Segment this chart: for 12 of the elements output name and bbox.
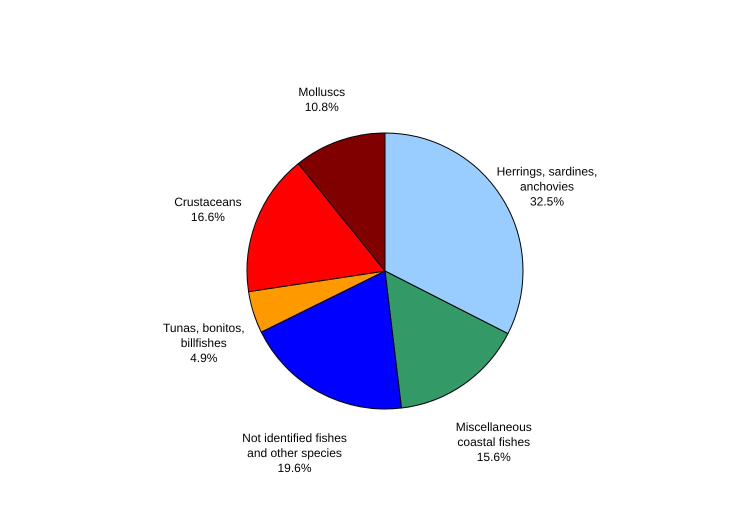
data-label: 32.5% — [530, 194, 564, 209]
data-label: 10.8% — [304, 100, 340, 114]
slice-label: Molluscs — [298, 84, 346, 99]
slice-label: Herrings, sardines, anchovies — [496, 164, 598, 194]
data-label: 4.9% — [190, 351, 218, 366]
slice-label: Crustaceans — [174, 195, 242, 210]
slice-label: Miscellaneous coastal fishes — [456, 420, 532, 449]
data-label: 19.6% — [278, 461, 312, 476]
slice-label: Tunas, bonitos, billfishes — [162, 321, 245, 350]
slice-label: Not identified fishes and other species — [242, 431, 347, 460]
data-label: 15.6% — [476, 450, 512, 464]
data-label: 16.6% — [190, 210, 226, 224]
